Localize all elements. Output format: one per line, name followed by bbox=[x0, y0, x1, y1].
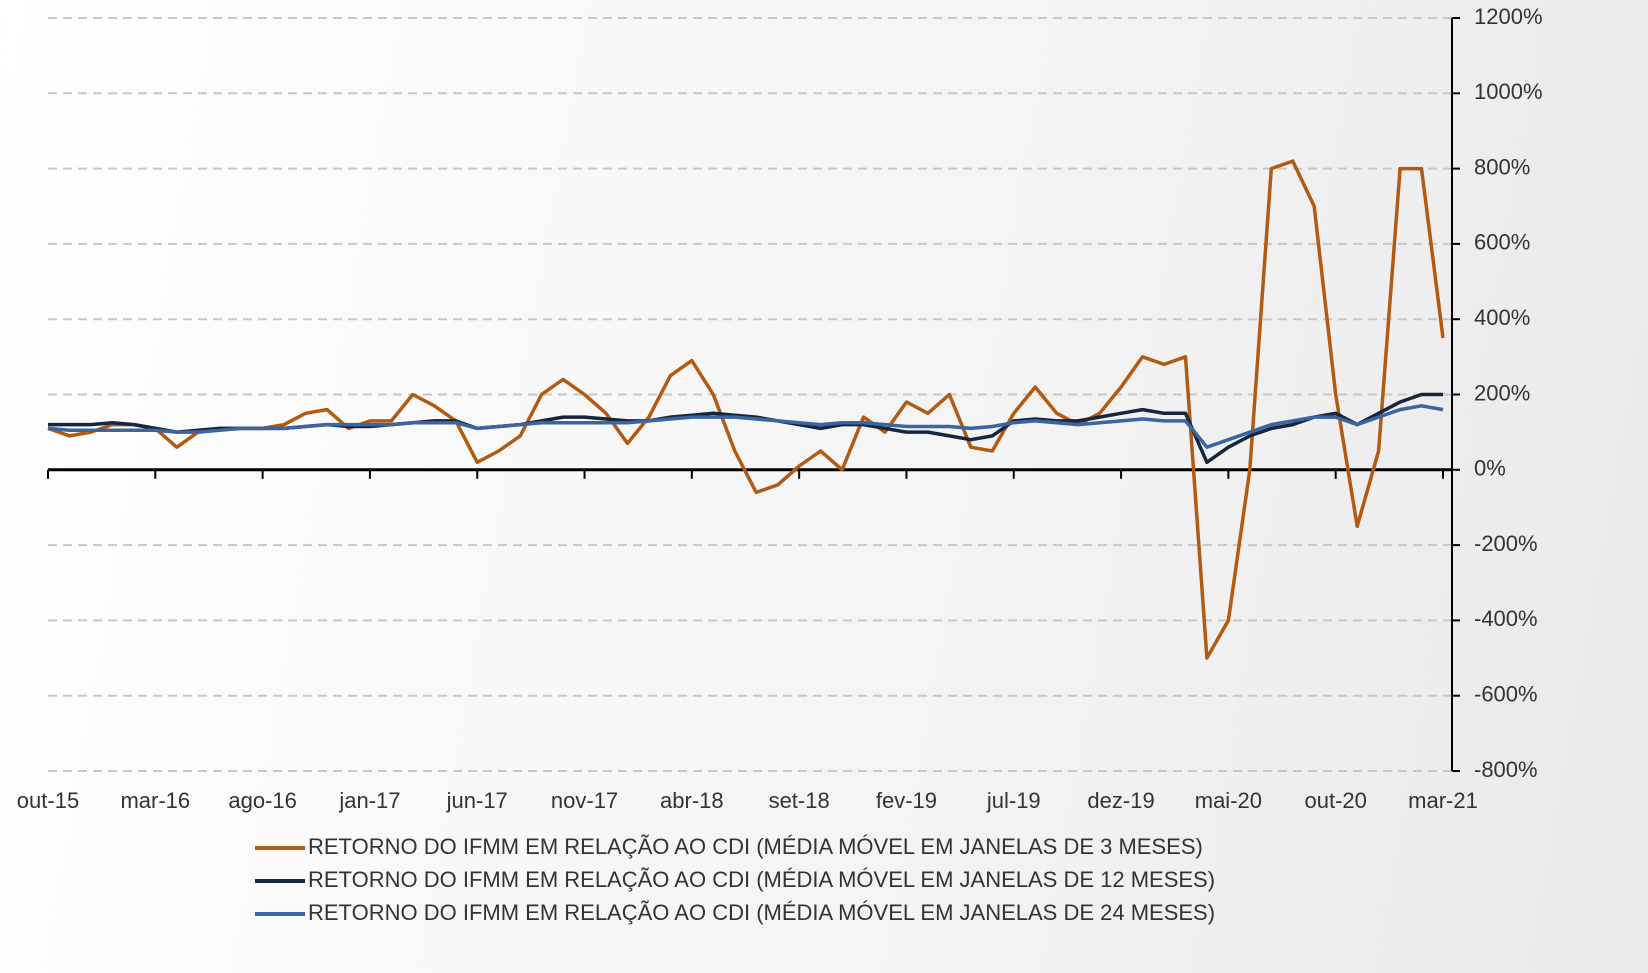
y-tick-label: 1200% bbox=[1474, 4, 1543, 29]
legend-label: RETORNO DO IFMM EM RELAÇÃO AO CDI (MÉDIA… bbox=[308, 900, 1215, 925]
series-line bbox=[47, 159, 1445, 660]
x-tick-label: set-18 bbox=[769, 788, 830, 813]
y-tick-label: -200% bbox=[1474, 531, 1538, 556]
x-tick-label: abr-18 bbox=[660, 788, 724, 813]
x-tick-label: mar-21 bbox=[1408, 788, 1478, 813]
y-tick-label: 200% bbox=[1474, 380, 1530, 405]
x-tick-label: out-15 bbox=[17, 788, 79, 813]
x-tick-label: dez-19 bbox=[1087, 788, 1154, 813]
legend-label: RETORNO DO IFMM EM RELAÇÃO AO CDI (MÉDIA… bbox=[308, 834, 1203, 859]
y-tick-label: 800% bbox=[1474, 154, 1530, 179]
y-tick-label: -800% bbox=[1474, 757, 1538, 782]
x-tick-label: mar-16 bbox=[120, 788, 190, 813]
x-tick-label: jul-19 bbox=[986, 788, 1041, 813]
x-tick-label: nov-17 bbox=[551, 788, 618, 813]
y-tick-label: -600% bbox=[1474, 682, 1538, 707]
y-tick-label: -400% bbox=[1474, 606, 1538, 631]
x-tick-label: jan-17 bbox=[338, 788, 400, 813]
series-line bbox=[47, 404, 1444, 449]
x-tick-label: out-20 bbox=[1304, 788, 1366, 813]
x-tick-label: jun-17 bbox=[446, 788, 508, 813]
x-tick-label: fev-19 bbox=[876, 788, 937, 813]
y-tick-label: 400% bbox=[1474, 305, 1530, 330]
y-tick-label: 1000% bbox=[1474, 79, 1543, 104]
x-tick-label: ago-16 bbox=[228, 788, 297, 813]
legend-label: RETORNO DO IFMM EM RELAÇÃO AO CDI (MÉDIA… bbox=[308, 867, 1215, 892]
y-tick-label: 600% bbox=[1474, 230, 1530, 255]
x-tick-label: mai-20 bbox=[1195, 788, 1262, 813]
y-tick-label: 0% bbox=[1474, 456, 1506, 481]
